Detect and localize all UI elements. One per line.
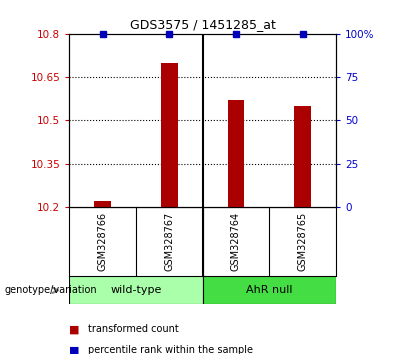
Bar — [294, 106, 311, 207]
Text: percentile rank within the sample: percentile rank within the sample — [88, 346, 253, 354]
Text: wild-type: wild-type — [110, 285, 162, 295]
Text: transformed count: transformed count — [88, 324, 179, 334]
Text: ■: ■ — [69, 346, 80, 354]
Bar — [161, 63, 178, 207]
Bar — [202, 276, 336, 304]
Text: AhR null: AhR null — [246, 285, 293, 295]
Text: GSM328767: GSM328767 — [164, 212, 174, 271]
Text: genotype/variation: genotype/variation — [4, 285, 97, 295]
Bar — [228, 100, 244, 207]
Title: GDS3575 / 1451285_at: GDS3575 / 1451285_at — [130, 18, 276, 31]
Text: GSM328765: GSM328765 — [298, 212, 308, 271]
Bar — [94, 201, 111, 207]
Bar — [69, 276, 202, 304]
Text: ■: ■ — [69, 324, 80, 334]
Text: GSM328764: GSM328764 — [231, 212, 241, 271]
Text: GSM328766: GSM328766 — [97, 212, 108, 271]
